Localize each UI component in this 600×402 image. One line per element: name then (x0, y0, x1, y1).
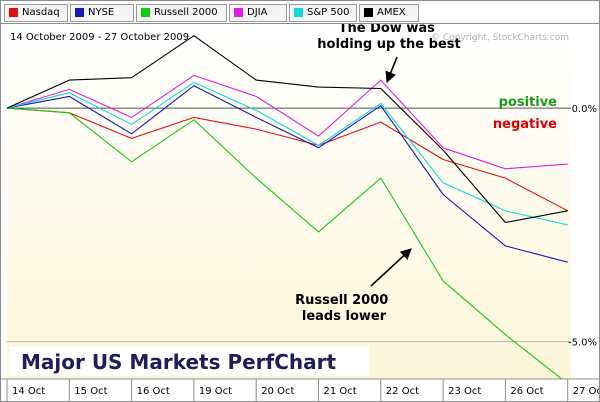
series-line-s-p-500 (6, 81, 568, 226)
legend-label: NYSE (88, 7, 115, 18)
x-tick-label: 21 Oct (324, 386, 357, 397)
legend-item-sp-500[interactable]: S&P 500 (289, 4, 357, 22)
x-tick-label: 27 Oct (573, 386, 599, 397)
dow-annotation-arrow (385, 56, 398, 84)
series-line-nasdaq (6, 107, 568, 212)
series-line-djia (6, 74, 568, 170)
legend-label: DJIA (247, 7, 268, 18)
copyright-watermark: © Copyright, StockCharts.com (431, 33, 569, 43)
dow-annotation-line-1: The Dow was (339, 24, 436, 36)
chart-title: Major US Markets PerfChart (21, 350, 337, 374)
x-tick-label: 23 Oct (448, 386, 481, 397)
legend-item-nyse[interactable]: NYSE (70, 4, 134, 22)
legend-swatch-djia (234, 8, 243, 17)
legend-swatch-nasdaq (9, 8, 18, 17)
series-line-amex (6, 35, 568, 224)
y-tick-label: -5.0% (568, 338, 597, 349)
legend-item-amex[interactable]: AMEX (359, 4, 419, 22)
series-line-russell-2000 (6, 107, 569, 385)
x-tick-label: 22 Oct (386, 386, 419, 397)
x-tick-label: 14 Oct (12, 386, 45, 397)
legend-label: AMEX (377, 7, 406, 18)
legend-label: Nasdaq (22, 7, 60, 18)
series-line-nyse (6, 85, 568, 263)
perfchart-plot: 0.0% -5.0% 14 October 2009 - 27 October 2… (1, 24, 599, 401)
russell-annotation-line-2: leads lower (302, 309, 387, 324)
legend-swatch-russell-2000 (141, 8, 150, 17)
y-tick-label: 0.0% (572, 104, 597, 115)
chart-legend: Nasdaq NYSE Russell 2000 DJIA S&P 500 AM… (1, 1, 599, 24)
legend-swatch-sp-500 (294, 8, 303, 17)
x-tick-label: 16 Oct (137, 386, 170, 397)
dow-annotation-line-2: holding up the best (317, 37, 460, 52)
legend-label: Russell 2000 (154, 7, 218, 18)
legend-item-nasdaq[interactable]: Nasdaq (4, 4, 68, 22)
legend-item-russell-2000[interactable]: Russell 2000 (136, 4, 227, 22)
x-tick-label: 15 Oct (74, 386, 107, 397)
legend-label: S&P 500 (307, 7, 350, 18)
russell-annotation-line-1: Russell 2000 (295, 293, 388, 308)
russell-annotation-arrow (370, 248, 412, 287)
x-axis-band (1, 379, 599, 401)
x-tick-label: 20 Oct (261, 386, 294, 397)
x-tick-label: 26 Oct (510, 386, 543, 397)
plot-background (7, 24, 571, 379)
dow-annotation-text: The Dow was holding up the best (317, 24, 460, 52)
positive-label: positive (499, 95, 558, 110)
date-range-label: 14 October 2009 - 27 October 2009 (10, 32, 189, 43)
negative-label: negative (493, 117, 557, 132)
x-tick-label: 19 Oct (199, 386, 232, 397)
russell-annotation-text: Russell 2000 leads lower (295, 293, 393, 324)
legend-item-djia[interactable]: DJIA (229, 4, 287, 22)
legend-swatch-nyse (75, 8, 84, 17)
title-box (9, 347, 369, 376)
legend-swatch-amex (364, 8, 373, 17)
